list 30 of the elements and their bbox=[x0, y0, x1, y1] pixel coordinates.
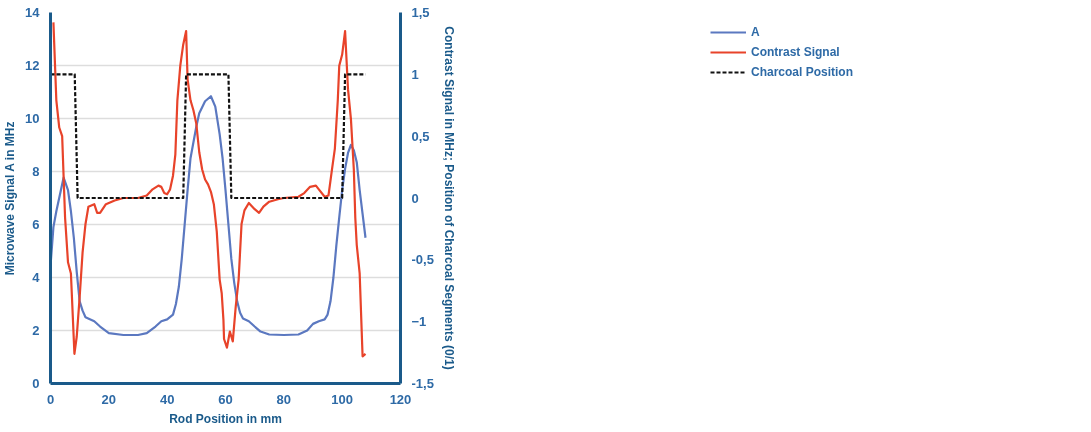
y-tick-label: 8 bbox=[32, 164, 40, 179]
x-tick-label: 120 bbox=[389, 391, 412, 407]
line-series bbox=[50, 95, 367, 337]
legend-label: A bbox=[750, 25, 761, 39]
y2-tick-label: 1 bbox=[411, 66, 419, 82]
x-tick-label: 40 bbox=[159, 391, 175, 407]
y-tick-label: 14 bbox=[25, 5, 41, 20]
x-tick-label: 20 bbox=[101, 391, 117, 407]
y2-tick-label: 0 bbox=[411, 190, 419, 206]
y-tick-label: 10 bbox=[25, 111, 40, 126]
x-tick-label: 100 bbox=[331, 391, 354, 407]
y2-axis-title: Contrast Signal in MHz; Position of Charcoal Segments (0/1) bbox=[441, 26, 456, 370]
y-tick-label: 12 bbox=[25, 58, 40, 73]
y-tick-label: 2 bbox=[32, 323, 40, 338]
legend-label: Charcoal Position bbox=[750, 65, 854, 79]
y-tick-label: 0 bbox=[32, 376, 40, 391]
y2-tick-label: −1 bbox=[411, 314, 427, 330]
y-axis-title: Microwave Signal A in MHz bbox=[3, 121, 18, 276]
line-series bbox=[52, 21, 367, 358]
y2-tick-label: -0,5 bbox=[411, 252, 434, 268]
y2-tick-label: 1,5 bbox=[411, 5, 430, 20]
x-axis-title: Rod Position in mm bbox=[169, 411, 282, 426]
y2-tick-label: -1,5 bbox=[411, 376, 434, 391]
x-tick-label: 0 bbox=[46, 391, 55, 407]
y-tick-label: 4 bbox=[32, 270, 41, 285]
y2-tick-label: 0,5 bbox=[411, 128, 430, 144]
x-tick-label: 80 bbox=[276, 391, 292, 407]
x-tick-label: 60 bbox=[218, 391, 233, 407]
legend-label: Contrast Signal bbox=[750, 45, 840, 59]
y-tick-label: 6 bbox=[32, 217, 40, 232]
